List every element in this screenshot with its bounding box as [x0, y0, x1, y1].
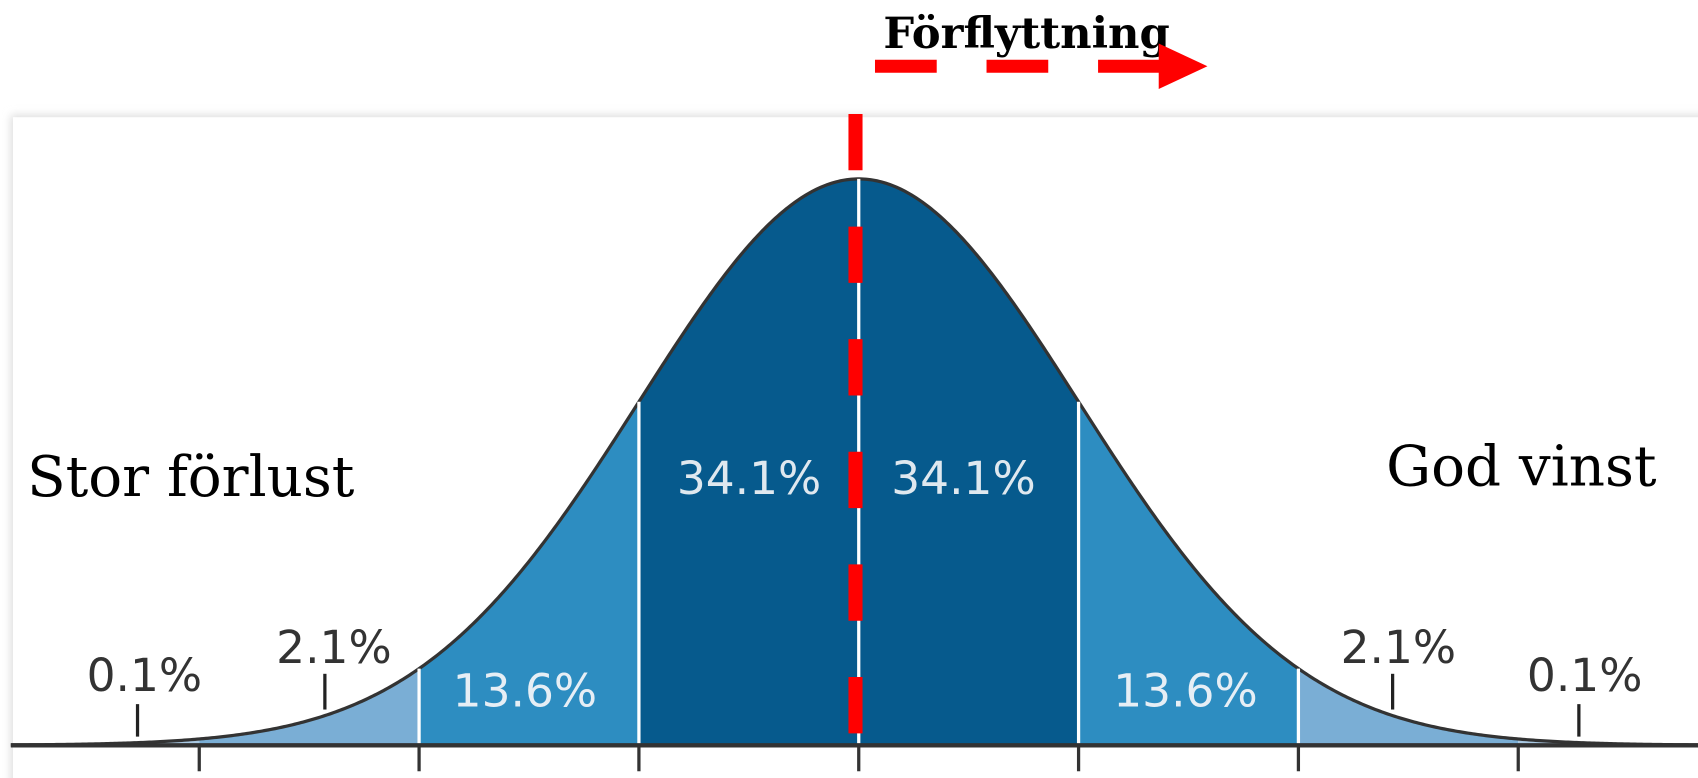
- curve-region: [199, 668, 420, 746]
- percent-label: 13.6%: [1113, 664, 1257, 717]
- curve-outline: [10, 177, 1698, 747]
- curve-group: [10, 177, 1698, 772]
- percent-label: 0.1%: [1527, 649, 1643, 702]
- percent-label: 34.1%: [677, 452, 821, 505]
- percent-label: 34.1%: [891, 452, 1035, 505]
- right-label: God vinst: [1386, 434, 1657, 499]
- percent-label: 2.1%: [1341, 621, 1457, 674]
- left-label: Stor förlust: [27, 445, 355, 510]
- curve-region: [1298, 668, 1519, 746]
- percent-label: 13.6%: [453, 664, 597, 717]
- arrow-head: [1158, 43, 1208, 90]
- percent-label: 0.1%: [87, 649, 203, 702]
- percent-label: 2.1%: [276, 621, 392, 674]
- shift-label: Förflyttning: [883, 8, 1169, 59]
